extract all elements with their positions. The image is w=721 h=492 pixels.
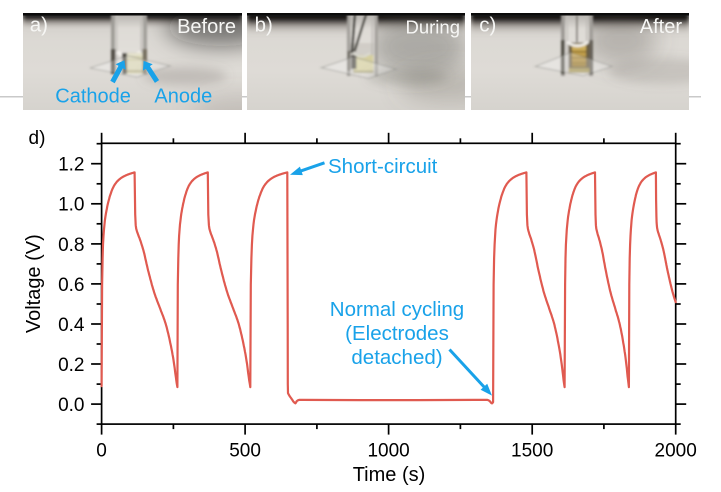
svg-text:1000: 1000	[367, 441, 409, 462]
svg-text:1500: 1500	[511, 441, 553, 462]
svg-text:500: 500	[229, 441, 261, 462]
svg-text:detached): detached)	[351, 346, 442, 369]
svg-text:0.0: 0.0	[58, 395, 84, 416]
svg-text:During: During	[406, 16, 461, 37]
svg-text:Voltage (V): Voltage (V)	[23, 234, 45, 333]
svg-text:b): b)	[255, 14, 273, 37]
svg-text:After: After	[640, 16, 683, 38]
svg-text:0.4: 0.4	[58, 315, 85, 336]
svg-text:2000: 2000	[655, 441, 697, 462]
svg-text:Short-circuit: Short-circuit	[328, 155, 438, 178]
svg-text:1.0: 1.0	[58, 195, 84, 216]
svg-text:0.6: 0.6	[58, 275, 84, 296]
svg-text:1.2: 1.2	[58, 155, 84, 176]
svg-text:(Electrodes: (Electrodes	[345, 322, 449, 345]
svg-text:Before: Before	[177, 16, 236, 38]
svg-text:Cathode: Cathode	[55, 86, 131, 108]
svg-text:Anode: Anode	[154, 86, 212, 108]
svg-text:d): d)	[29, 128, 46, 149]
svg-text:Normal cycling: Normal cycling	[330, 298, 464, 321]
svg-text:Time (s): Time (s)	[353, 464, 426, 486]
svg-text:c): c)	[479, 14, 496, 37]
svg-text:0.2: 0.2	[58, 355, 84, 376]
svg-text:0: 0	[96, 441, 107, 462]
svg-text:0.8: 0.8	[58, 235, 84, 256]
svg-text:a): a)	[30, 14, 48, 37]
